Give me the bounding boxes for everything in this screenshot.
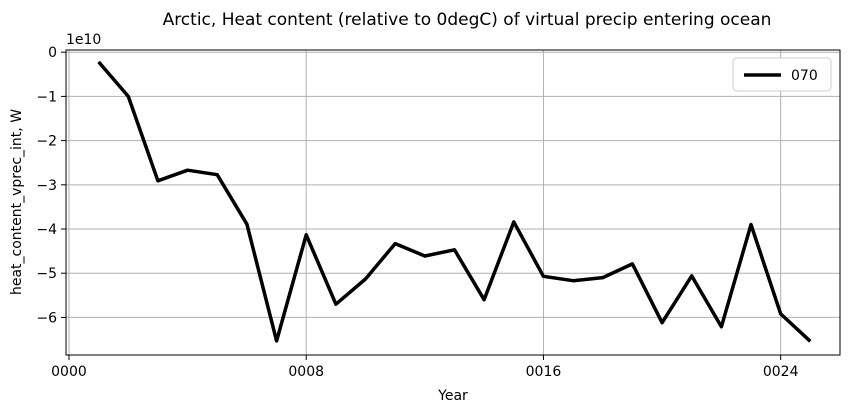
x-tick-label: 0024 <box>763 364 799 380</box>
x-tick-label: 0008 <box>288 364 324 380</box>
y-tick-label: −5 <box>36 266 57 282</box>
y-tick-label: −2 <box>36 134 57 150</box>
x-tick-label: 0016 <box>526 364 562 380</box>
grid <box>66 50 840 355</box>
y-tick-label: −3 <box>36 178 57 194</box>
series-layer <box>97 60 812 343</box>
x-axis-ticks: 0000 0008 0016 0024 <box>51 355 799 380</box>
y-tick-label: −4 <box>36 222 57 238</box>
plot-frame <box>65 49 841 356</box>
y-tick-label: −1 <box>36 89 57 105</box>
y-offset-label: 1e10 <box>66 32 101 48</box>
chart-title: Arctic, Heat content (relative to 0degC)… <box>163 10 772 30</box>
x-tick-label: 0000 <box>51 364 87 380</box>
y-tick-label: −6 <box>36 310 57 326</box>
x-axis-label: Year <box>437 388 468 404</box>
y-axis-label: heat_content_vprec_int, W <box>9 109 25 295</box>
legend-label-070: 070 <box>791 68 818 84</box>
legend-box <box>732 57 832 92</box>
y-tick-label: 0 <box>48 45 57 61</box>
series-line-070 <box>97 60 812 343</box>
y-axis-ticks: 0 −1 −2 −3 −4 −5 −6 <box>36 45 66 326</box>
legend: 070 <box>732 57 832 92</box>
